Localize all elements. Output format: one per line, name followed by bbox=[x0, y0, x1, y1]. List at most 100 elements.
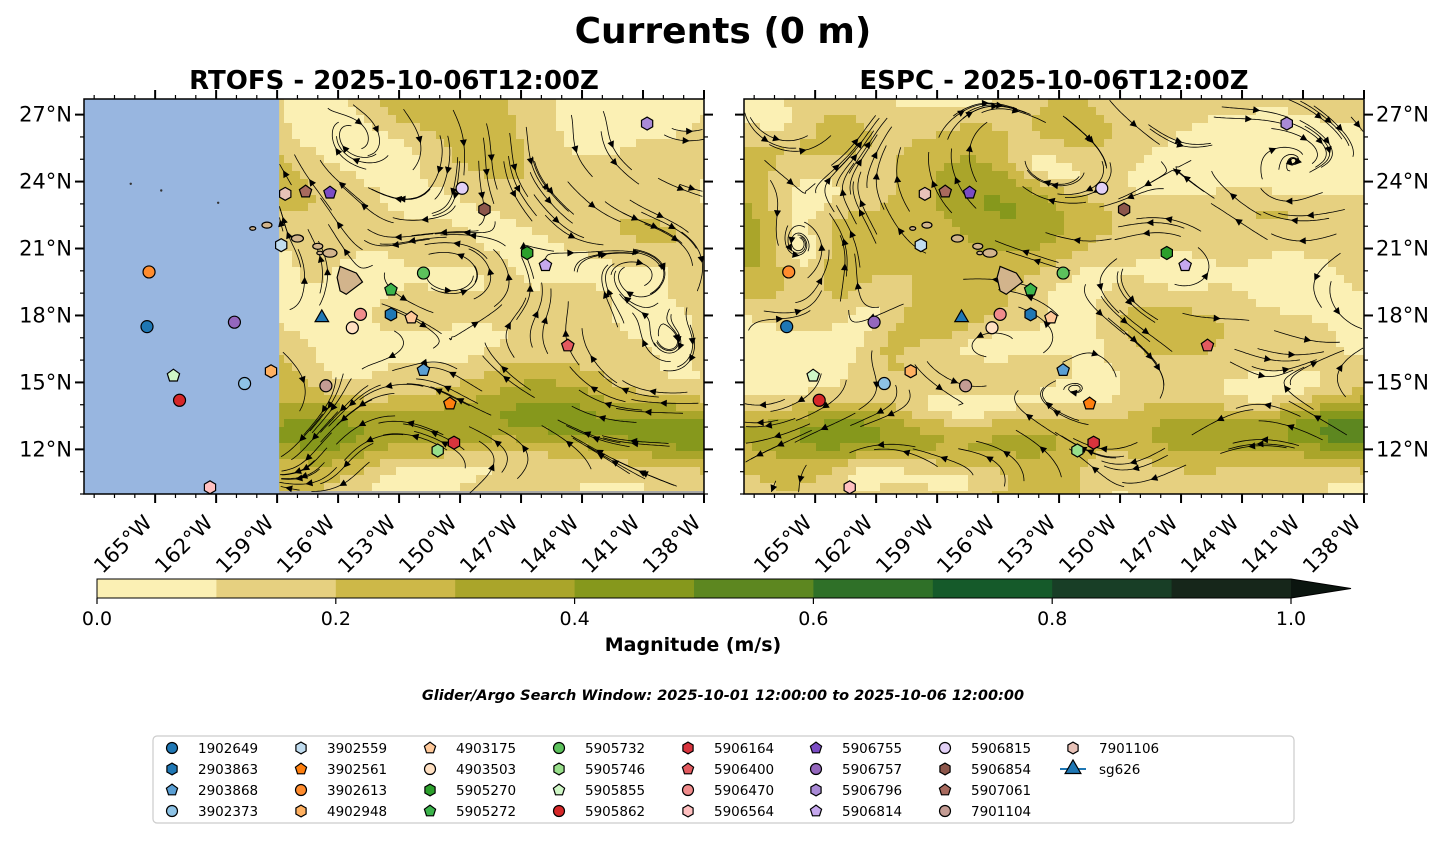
speed-cell bbox=[684, 291, 693, 300]
speed-cell bbox=[564, 443, 573, 452]
streamline-arrow bbox=[607, 140, 614, 149]
speed-cell bbox=[444, 251, 453, 260]
speed-cell bbox=[396, 107, 405, 116]
speed-cell bbox=[1184, 227, 1193, 236]
speed-cell bbox=[420, 315, 429, 324]
speed-cell bbox=[532, 219, 541, 228]
speed-cell bbox=[340, 299, 349, 308]
speed-cell bbox=[588, 371, 597, 380]
speed-cell bbox=[308, 283, 317, 292]
speed-cell bbox=[308, 123, 317, 132]
speed-cell bbox=[412, 323, 421, 332]
speed-cell bbox=[984, 235, 993, 244]
speed-cell bbox=[652, 427, 661, 436]
speed-cell bbox=[1328, 243, 1337, 252]
speed-cell bbox=[1360, 163, 1364, 172]
speed-cell bbox=[372, 299, 381, 308]
speed-cell bbox=[292, 219, 301, 228]
speed-cell bbox=[952, 115, 961, 124]
speed-cell bbox=[436, 307, 445, 316]
speed-cell bbox=[300, 235, 309, 244]
speed-cell bbox=[960, 115, 969, 124]
speed-cell bbox=[1104, 131, 1113, 140]
speed-cell bbox=[308, 411, 317, 420]
speed-cell bbox=[1072, 107, 1081, 116]
speed-cell bbox=[372, 363, 381, 372]
speed-cell bbox=[300, 443, 309, 452]
speed-cell bbox=[676, 243, 685, 252]
speed-cell bbox=[760, 99, 769, 108]
speed-cell bbox=[364, 419, 373, 428]
speed-cell bbox=[580, 195, 589, 204]
speed-cell bbox=[824, 147, 833, 156]
speed-cell bbox=[620, 187, 629, 196]
speed-cell bbox=[484, 259, 493, 268]
speed-cell bbox=[848, 163, 857, 172]
speed-cell bbox=[676, 291, 685, 300]
speed-cell bbox=[1136, 243, 1145, 252]
speed-cell bbox=[952, 275, 961, 284]
speed-cell bbox=[1088, 227, 1097, 236]
speed-cell bbox=[1144, 211, 1153, 220]
speed-cell bbox=[848, 115, 857, 124]
speed-cell bbox=[452, 251, 461, 260]
speed-cell bbox=[276, 203, 285, 212]
speed-cell bbox=[968, 235, 977, 244]
speed-cell bbox=[292, 403, 301, 412]
speed-cell bbox=[348, 187, 357, 196]
speed-cell bbox=[292, 99, 301, 108]
speed-cell bbox=[1200, 203, 1209, 212]
speed-cell bbox=[284, 275, 293, 284]
speed-cell bbox=[372, 483, 381, 492]
speed-cell bbox=[540, 139, 549, 148]
speed-cell bbox=[444, 283, 453, 292]
speed-cell bbox=[808, 187, 817, 196]
speed-cell bbox=[284, 283, 293, 292]
speed-cell bbox=[1240, 227, 1249, 236]
speed-cell bbox=[364, 227, 373, 236]
speed-cell bbox=[572, 99, 581, 108]
speed-cell bbox=[508, 251, 517, 260]
speed-cell bbox=[1056, 163, 1065, 172]
speed-cell bbox=[1032, 107, 1041, 116]
speed-cell bbox=[604, 395, 613, 404]
speed-cell bbox=[1064, 139, 1073, 148]
speed-cell bbox=[660, 243, 669, 252]
speed-cell bbox=[1064, 203, 1073, 212]
speed-cell bbox=[1176, 251, 1185, 260]
speed-cell bbox=[944, 115, 953, 124]
speed-cell bbox=[1024, 235, 1033, 244]
speed-cell bbox=[468, 371, 477, 380]
speed-cell bbox=[1208, 155, 1217, 164]
speed-cell bbox=[1080, 155, 1089, 164]
speed-cell bbox=[532, 307, 541, 316]
speed-cell bbox=[540, 395, 549, 404]
speed-cell bbox=[676, 443, 685, 452]
speed-cell bbox=[760, 107, 769, 116]
speed-cell bbox=[692, 315, 701, 324]
speed-cell bbox=[436, 179, 445, 188]
speed-cell bbox=[500, 339, 509, 348]
speed-cell bbox=[292, 195, 301, 204]
speed-cell bbox=[636, 291, 645, 300]
speed-cell bbox=[692, 163, 701, 172]
speed-cell bbox=[1104, 155, 1113, 164]
speed-cell bbox=[1232, 131, 1241, 140]
speed-cell bbox=[620, 131, 629, 140]
speed-cell bbox=[316, 395, 325, 404]
speed-cell bbox=[652, 315, 661, 324]
speed-cell bbox=[308, 451, 317, 460]
speed-cell bbox=[1152, 155, 1161, 164]
speed-cell bbox=[904, 235, 913, 244]
speed-cell bbox=[340, 355, 349, 364]
speed-cell bbox=[604, 475, 613, 484]
speed-cell bbox=[556, 467, 565, 476]
speed-cell bbox=[564, 211, 573, 220]
speed-cell bbox=[628, 315, 637, 324]
speed-cell bbox=[1248, 203, 1257, 212]
speed-cell bbox=[920, 155, 929, 164]
speed-cell bbox=[1096, 259, 1105, 268]
speed-cell bbox=[676, 203, 685, 212]
speed-cell bbox=[920, 211, 929, 220]
speed-cell bbox=[444, 371, 453, 380]
